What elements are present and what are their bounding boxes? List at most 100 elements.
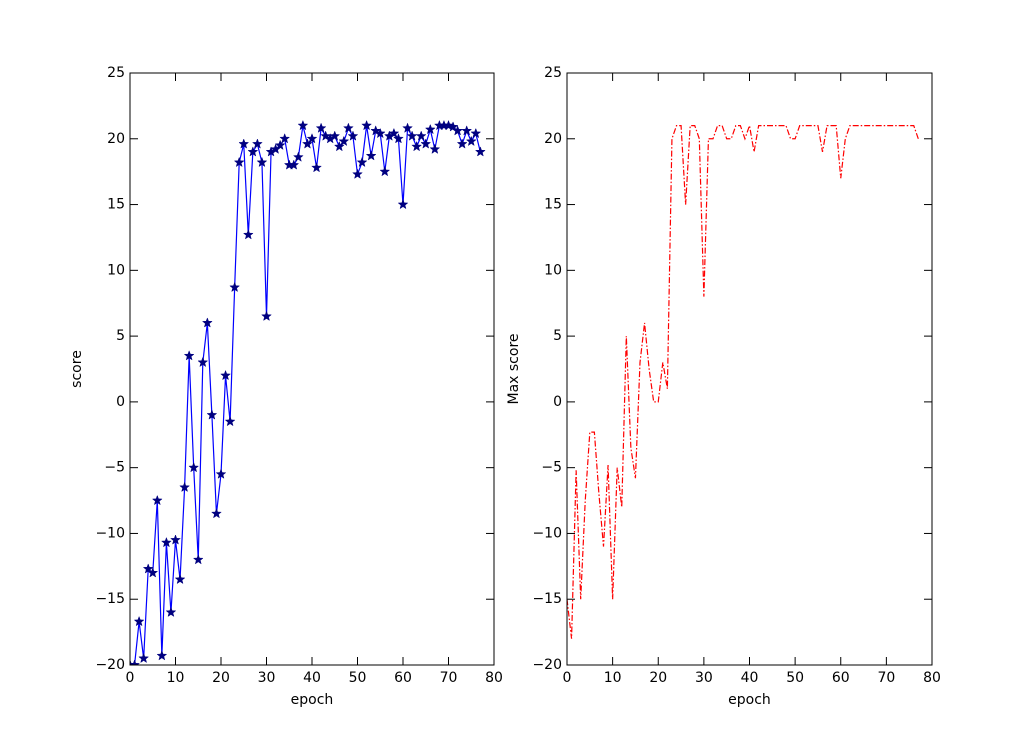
star-marker bbox=[333, 140, 345, 152]
y-axis-label: Max score bbox=[506, 333, 522, 404]
star-marker bbox=[242, 229, 254, 240]
plot-area bbox=[130, 119, 486, 665]
star-marker bbox=[224, 415, 236, 427]
x-tick-label: 60 bbox=[394, 670, 412, 686]
star-marker bbox=[315, 122, 327, 133]
star-marker bbox=[197, 356, 209, 368]
star-marker bbox=[424, 123, 436, 135]
star-marker bbox=[338, 135, 350, 147]
star-marker bbox=[393, 133, 404, 144]
star-marker bbox=[130, 659, 140, 665]
y-tick-label: 20 bbox=[107, 131, 125, 147]
plot-area bbox=[567, 123, 919, 639]
y-tick-label: −15 bbox=[95, 591, 125, 607]
star-marker bbox=[261, 310, 272, 321]
y-tick-label: 0 bbox=[116, 394, 125, 410]
star-marker bbox=[206, 409, 218, 420]
x-tick-label: 20 bbox=[212, 670, 230, 686]
star-marker bbox=[402, 122, 413, 133]
y-tick-label: 5 bbox=[116, 328, 125, 344]
star-marker bbox=[229, 281, 241, 293]
star-marker bbox=[151, 494, 163, 506]
y-tick-label: 5 bbox=[553, 328, 562, 344]
series-line bbox=[130, 125, 481, 665]
y-tick-label: 15 bbox=[544, 197, 562, 213]
x-tick-label: 30 bbox=[258, 670, 276, 686]
x-tick-label: 20 bbox=[649, 670, 667, 686]
star-marker bbox=[174, 573, 186, 585]
y-tick-label: −20 bbox=[95, 657, 125, 673]
y-tick-label: 20 bbox=[544, 131, 562, 147]
y-tick-label: −10 bbox=[95, 525, 125, 541]
star-marker bbox=[292, 151, 304, 162]
star-marker bbox=[233, 156, 245, 168]
star-marker bbox=[429, 143, 441, 154]
x-tick-label: 70 bbox=[440, 670, 458, 686]
star-marker bbox=[156, 650, 168, 661]
star-marker bbox=[470, 127, 482, 139]
y-tick-label: 10 bbox=[107, 262, 125, 278]
y-tick-label: −10 bbox=[532, 525, 562, 541]
star-marker bbox=[311, 162, 322, 173]
x-tick-label: 0 bbox=[126, 670, 135, 686]
star-marker bbox=[215, 468, 227, 479]
star-marker bbox=[302, 138, 313, 149]
series-line bbox=[567, 123, 919, 639]
x-tick-label: 50 bbox=[786, 670, 804, 686]
star-marker bbox=[447, 121, 459, 132]
star-marker bbox=[288, 159, 300, 170]
star-marker bbox=[406, 130, 418, 141]
x-tick-label: 80 bbox=[485, 670, 503, 686]
y-tick-label: −5 bbox=[541, 460, 562, 476]
star-marker bbox=[142, 563, 154, 574]
star-marker bbox=[238, 138, 250, 149]
star-marker bbox=[411, 140, 423, 152]
star-marker bbox=[192, 554, 204, 565]
star-marker bbox=[147, 567, 159, 578]
star-marker bbox=[183, 350, 195, 361]
x-axis-label: epoch bbox=[728, 692, 771, 708]
star-marker bbox=[347, 130, 359, 141]
x-tick-label: 10 bbox=[604, 670, 622, 686]
y-axis-label: score bbox=[69, 350, 85, 388]
star-marker bbox=[251, 138, 263, 149]
y-tick-label: −5 bbox=[104, 460, 125, 476]
star-marker bbox=[170, 534, 181, 545]
star-marker bbox=[352, 168, 363, 179]
star-marker bbox=[306, 133, 318, 144]
y-tick-label: −20 bbox=[532, 657, 562, 673]
star-marker bbox=[415, 130, 427, 141]
star-marker bbox=[165, 606, 177, 617]
y-tick-label: 15 bbox=[107, 197, 125, 213]
axes-frame bbox=[566, 72, 933, 666]
y-tick-label: −15 bbox=[532, 591, 562, 607]
y-tick-label: 0 bbox=[553, 394, 562, 410]
star-marker bbox=[365, 150, 377, 161]
star-marker bbox=[329, 130, 341, 141]
x-axis-label: epoch bbox=[291, 692, 334, 708]
star-marker bbox=[374, 127, 386, 139]
x-tick-label: 50 bbox=[349, 670, 367, 686]
star-marker bbox=[188, 461, 200, 473]
star-marker bbox=[211, 507, 222, 519]
star-marker bbox=[420, 138, 432, 149]
star-marker bbox=[133, 615, 145, 627]
star-marker bbox=[320, 130, 332, 141]
star-marker bbox=[461, 125, 473, 136]
star-marker bbox=[474, 146, 486, 157]
star-marker bbox=[356, 156, 368, 168]
star-marker bbox=[179, 481, 191, 493]
star-marker bbox=[138, 652, 150, 664]
x-tick-label: 30 bbox=[695, 670, 713, 686]
star-marker bbox=[361, 119, 373, 131]
star-marker bbox=[297, 119, 309, 131]
star-marker bbox=[456, 138, 468, 149]
x-tick-label: 70 bbox=[877, 670, 895, 686]
star-marker bbox=[160, 536, 172, 548]
star-marker bbox=[397, 198, 409, 210]
star-marker bbox=[465, 135, 477, 147]
star-marker bbox=[279, 133, 291, 144]
star-marker bbox=[274, 139, 286, 150]
x-tick-label: 40 bbox=[741, 670, 759, 686]
